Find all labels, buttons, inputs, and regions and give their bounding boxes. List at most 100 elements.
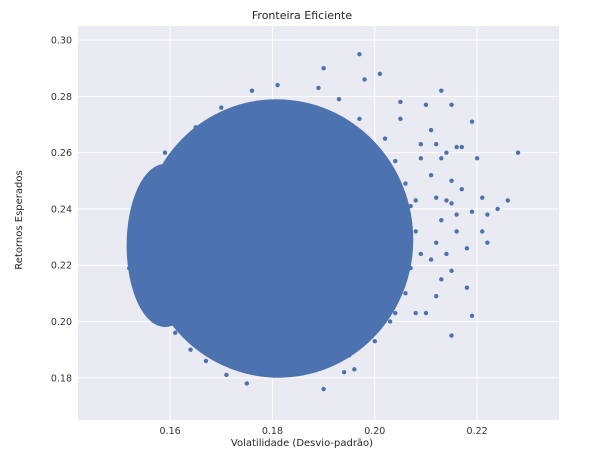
- scatter-point: [137, 285, 142, 290]
- scatter-point: [203, 358, 209, 364]
- scatter-point: [147, 178, 152, 183]
- scatter-point: [393, 310, 398, 316]
- y-tick-label: 0.24: [51, 204, 72, 215]
- scatter-point: [423, 310, 429, 316]
- scatter-point: [444, 150, 449, 155]
- chart-title: Fronteira Eficiente: [252, 9, 352, 22]
- scatter-point: [433, 142, 439, 147]
- scatter-point: [454, 144, 459, 150]
- y-tick-label: 0.22: [51, 261, 72, 272]
- scatter-point: [423, 102, 429, 108]
- scatter-point: [480, 229, 485, 234]
- scatter-point: [249, 88, 255, 93]
- scatter-point: [449, 102, 454, 108]
- scatter-point: [152, 305, 157, 310]
- scatter-point: [198, 344, 204, 350]
- scatter-point: [352, 367, 357, 372]
- scatter-point: [505, 198, 511, 203]
- scatter-point: [224, 372, 229, 378]
- scatter-point: [428, 257, 434, 262]
- scatter-point: [418, 142, 424, 147]
- scatter-point: [137, 195, 142, 200]
- x-tick-label: 0.22: [467, 426, 488, 437]
- scatter-point: [418, 251, 424, 257]
- scatter-point: [428, 127, 434, 133]
- scatter-point: [132, 217, 137, 223]
- scatter-point: [393, 158, 398, 164]
- scatter-point: [403, 181, 408, 186]
- scatter-point: [464, 246, 470, 251]
- scatter-point: [300, 364, 306, 369]
- scatter-point: [480, 195, 485, 200]
- scatter-point: [362, 339, 367, 344]
- scatter-point: [495, 206, 500, 212]
- scatter-point: [129, 240, 134, 245]
- point-cloud-core: [141, 99, 414, 378]
- scatter-point: [398, 99, 403, 105]
- scatter-point: [444, 251, 449, 257]
- scatter-point: [382, 136, 388, 141]
- scatter-point: [454, 229, 459, 234]
- scatter-point: [377, 322, 383, 327]
- scatter-point: [474, 156, 480, 161]
- scatter-point: [162, 150, 168, 155]
- scatter-point: [357, 116, 362, 122]
- x-axis-label: Volatilidade (Desvio-padrão): [231, 438, 373, 449]
- scatter-point: [372, 339, 377, 344]
- scatter-point: [433, 293, 439, 299]
- x-tick-label: 0.18: [262, 426, 283, 437]
- scatter-point: [413, 310, 418, 316]
- scatter-point: [439, 156, 444, 161]
- scatter-point: [398, 116, 403, 122]
- scatter-point: [428, 172, 434, 178]
- scatter-point: [439, 277, 444, 282]
- scatter-point: [341, 369, 347, 375]
- scatter-point: [387, 319, 393, 324]
- scatter-point: [403, 291, 408, 296]
- scatter-point: [485, 212, 490, 217]
- scatter-point: [347, 353, 352, 358]
- scatter-point: [449, 268, 454, 274]
- y-tick-label: 0.28: [51, 92, 72, 103]
- scatter-point: [219, 105, 224, 110]
- scatter-point: [285, 372, 290, 378]
- y-tick-labels: 0.18 0.20 0.22 0.24 0.26 0.28 0.30: [51, 36, 72, 385]
- scatter-point: [444, 198, 449, 203]
- scatter-point: [413, 198, 418, 203]
- scatter-point: [464, 285, 470, 290]
- scatter-point: [439, 88, 444, 93]
- y-tick-label: 0.20: [51, 317, 72, 328]
- y-axis-label: Retornos Esperados: [14, 170, 25, 269]
- scatter-point: [357, 51, 362, 57]
- y-tick-label: 0.18: [51, 373, 72, 384]
- scatter-point: [362, 77, 367, 82]
- scatter-point: [377, 71, 383, 77]
- scatter-point: [316, 85, 321, 91]
- scatter-point: [515, 150, 521, 155]
- y-tick-label: 0.26: [51, 148, 72, 159]
- scatter-point: [188, 347, 193, 352]
- point-cloud: [126, 99, 414, 378]
- scatter-point: [408, 203, 413, 209]
- scatter-point: [126, 265, 132, 271]
- scatter-point: [336, 96, 342, 102]
- scatter-point: [275, 82, 280, 88]
- point-cloud-core: [126, 163, 204, 328]
- scatter-point: [449, 201, 454, 206]
- scatter-point: [193, 125, 198, 130]
- x-tick-label: 0.20: [364, 426, 385, 437]
- scatter-point: [321, 66, 326, 71]
- scatter-point: [485, 240, 490, 245]
- scatter-point: [459, 144, 464, 150]
- scatter-point: [408, 265, 413, 271]
- scatter-point: [439, 217, 444, 223]
- y-tick-label: 0.30: [51, 36, 72, 47]
- scatter-point: [469, 119, 475, 124]
- scatter-point: [254, 361, 260, 366]
- x-tick-label: 0.16: [160, 426, 181, 437]
- scatter-point: [459, 187, 464, 192]
- scatter-point: [413, 229, 418, 234]
- x-tick-labels: 0.16 0.18 0.20 0.22: [160, 426, 488, 437]
- scatter-point: [469, 209, 475, 214]
